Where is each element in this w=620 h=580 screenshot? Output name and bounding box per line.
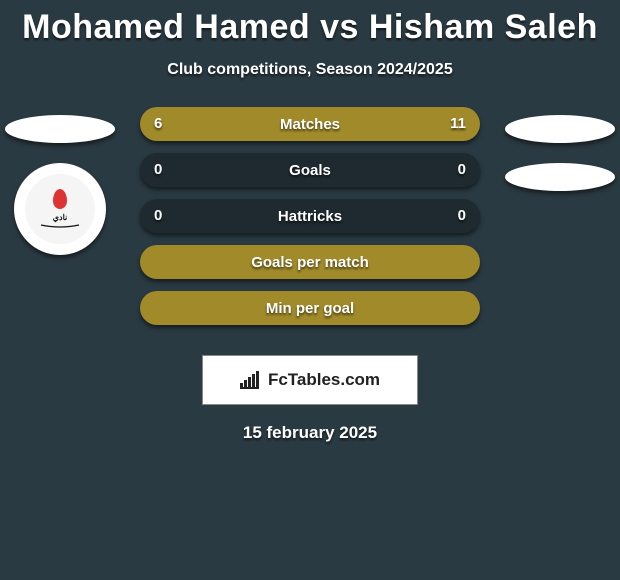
right-player-column bbox=[500, 115, 620, 211]
bar-chart-icon bbox=[240, 371, 262, 389]
stat-left-value: 6 bbox=[154, 107, 162, 141]
stat-label: Min per goal bbox=[266, 300, 354, 317]
stat-right-value: 11 bbox=[450, 107, 466, 141]
branding-text: FcTables.com bbox=[268, 370, 380, 390]
stat-bar-hattricks: 0 Hattricks 0 bbox=[140, 199, 480, 233]
branding-box: FcTables.com bbox=[202, 355, 418, 405]
right-club-ellipse bbox=[505, 163, 615, 191]
stat-left-value: 0 bbox=[154, 199, 162, 233]
stat-label: Goals per match bbox=[251, 254, 369, 271]
flame-icon bbox=[53, 189, 67, 209]
stat-bar-goals-per-match: Goals per match bbox=[140, 245, 480, 279]
right-player-flag bbox=[505, 115, 615, 143]
comparison-title: Mohamed Hamed vs Hisham Saleh bbox=[0, 0, 620, 47]
stat-label: Goals bbox=[289, 162, 331, 179]
stat-left-value: 0 bbox=[154, 153, 162, 187]
main-area: نادي 6 Matches 11 0 Goals 0 0 Hattricks … bbox=[0, 107, 620, 347]
svg-text:نادي: نادي bbox=[53, 213, 68, 223]
snapshot-date: 15 february 2025 bbox=[0, 423, 620, 443]
left-club-badge: نادي bbox=[14, 163, 106, 255]
stat-right-value: 0 bbox=[458, 199, 466, 233]
stat-bars: 6 Matches 11 0 Goals 0 0 Hattricks 0 Goa… bbox=[140, 107, 480, 337]
stat-right-value: 0 bbox=[458, 153, 466, 187]
left-player-column: نادي bbox=[0, 115, 120, 255]
stat-label: Hattricks bbox=[278, 208, 342, 225]
stat-bar-matches: 6 Matches 11 bbox=[140, 107, 480, 141]
club-crest-icon: نادي bbox=[25, 174, 95, 244]
stat-label: Matches bbox=[280, 116, 340, 133]
left-player-flag bbox=[5, 115, 115, 143]
stat-bar-min-per-goal: Min per goal bbox=[140, 291, 480, 325]
comparison-subtitle: Club competitions, Season 2024/2025 bbox=[0, 61, 620, 79]
stat-bar-goals: 0 Goals 0 bbox=[140, 153, 480, 187]
